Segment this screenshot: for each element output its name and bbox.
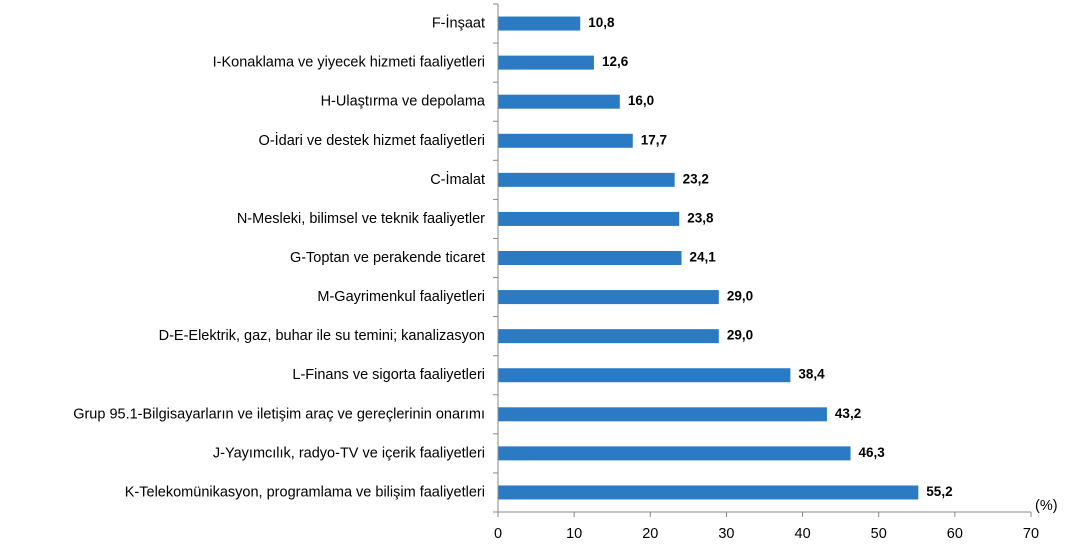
x-tick-label: 20 bbox=[642, 526, 658, 542]
bar bbox=[498, 55, 594, 70]
x-tick-label: 60 bbox=[947, 526, 963, 542]
x-tick-label: 10 bbox=[566, 526, 582, 542]
bar bbox=[498, 329, 719, 344]
bar bbox=[498, 407, 827, 422]
bar bbox=[498, 368, 791, 383]
value-label: 43,2 bbox=[835, 406, 861, 421]
bar bbox=[498, 290, 719, 305]
tick-labels: 0 10 20 30 40 50 60 70 bbox=[494, 526, 1039, 542]
x-tick-label: 70 bbox=[1023, 526, 1039, 542]
bar bbox=[498, 251, 682, 265]
category-label: J-Yayımcılık, radyo-TV ve içerik faaliye… bbox=[213, 445, 485, 461]
category-label: L-Finans ve sigorta faaliyetleri bbox=[292, 367, 485, 383]
category-label: D-E-Elektrik, gaz, buhar ile su temini; … bbox=[159, 328, 485, 344]
value-label: 10,8 bbox=[588, 15, 615, 30]
category-label: G-Toptan ve perakende ticaret bbox=[290, 250, 485, 266]
bar bbox=[498, 172, 675, 187]
value-label: 29,0 bbox=[727, 289, 753, 304]
x-tick-label: 30 bbox=[718, 526, 734, 542]
category-label: C-İmalat bbox=[430, 170, 485, 188]
value-label: 38,4 bbox=[798, 367, 825, 382]
category-label: N-Mesleki, bilimsel ve teknik faaliyetle… bbox=[237, 211, 485, 227]
value-label: 23,8 bbox=[687, 210, 714, 225]
bar bbox=[498, 133, 633, 148]
x-tick-label: 40 bbox=[795, 526, 811, 542]
category-label: K-Telekomünikasyon, programlama ve biliş… bbox=[125, 484, 485, 500]
bar bbox=[498, 16, 581, 31]
bar bbox=[498, 446, 851, 461]
category-label: H-Ulaştırma ve depolama bbox=[321, 94, 486, 110]
value-label: 12,6 bbox=[602, 54, 629, 69]
value-label: 29,0 bbox=[727, 328, 753, 343]
category-labels: F-İnşaat I-Konaklama ve yiyecek hizmeti f… bbox=[73, 14, 486, 501]
unit-label: (%) bbox=[1035, 498, 1058, 514]
value-label: 17,7 bbox=[641, 132, 667, 147]
value-label: 46,3 bbox=[859, 445, 886, 460]
value-labels: 10,8 12,6 16,0 17,7 23,2 23,8 24,1 29,0 29,0 38,4… bbox=[588, 15, 952, 499]
x-tick-label: 50 bbox=[871, 526, 887, 542]
category-label: Grup 95.1-Bilgisayarların ve iletişim ar… bbox=[73, 406, 485, 422]
category-label: I-Konaklama ve yiyecek hizmeti faaliyetl… bbox=[213, 55, 485, 71]
value-label: 24,1 bbox=[690, 250, 717, 265]
category-label: O-İdari ve destek hizmet faaliyetleri bbox=[259, 131, 485, 149]
category-label: F-İnşaat bbox=[432, 14, 485, 32]
value-label: 23,2 bbox=[683, 171, 709, 186]
bars bbox=[498, 16, 919, 500]
bar bbox=[498, 485, 919, 500]
bar bbox=[498, 211, 680, 226]
value-label: 16,0 bbox=[628, 93, 654, 108]
value-label: 55,2 bbox=[926, 484, 952, 499]
axes bbox=[493, 3, 1032, 517]
category-label: M-Gayrimenkul faaliyetleri bbox=[317, 289, 485, 305]
x-tick-label: 0 bbox=[494, 526, 502, 542]
bar bbox=[498, 94, 620, 109]
